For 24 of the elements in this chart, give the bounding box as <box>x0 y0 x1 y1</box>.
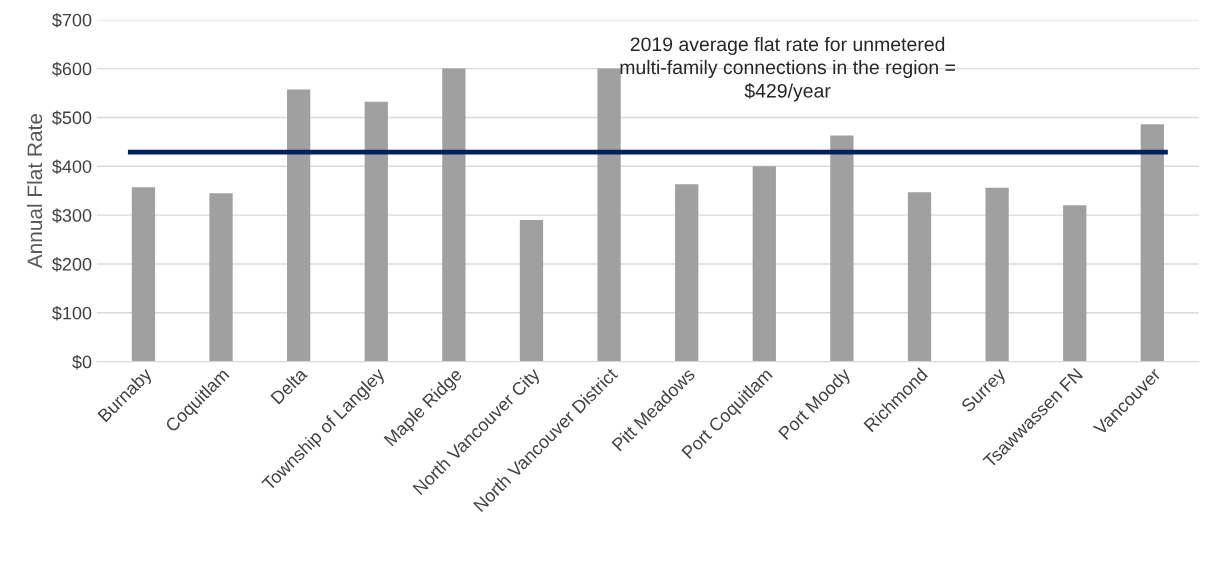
bar <box>752 166 776 362</box>
y-tick-label: $400 <box>52 159 92 175</box>
y-tick-label: $300 <box>52 208 92 223</box>
bar <box>675 184 699 362</box>
ref-line-label: 2019 average flat rate for unmetered multi-family connections in the region = $429/year <box>620 36 955 102</box>
bar <box>830 135 854 362</box>
bar <box>287 89 311 362</box>
y-tick-label: $500 <box>52 110 92 126</box>
y-tick-label: $600 <box>52 61 92 77</box>
bar <box>131 187 156 362</box>
y-tick-label: $700 <box>52 12 92 28</box>
bar <box>442 68 466 362</box>
y-tick-label: $100 <box>52 305 92 321</box>
bar <box>1140 124 1164 362</box>
y-tick-label: $0 <box>72 354 92 370</box>
bar <box>364 101 388 362</box>
bar <box>597 68 621 362</box>
y-tick-label: $200 <box>52 257 92 272</box>
bar <box>907 192 932 362</box>
bar <box>209 193 233 362</box>
bar <box>519 219 544 362</box>
bar <box>1063 205 1087 362</box>
y-axis-title: Annual Flat Rate <box>26 114 43 269</box>
bar <box>985 187 1009 362</box>
